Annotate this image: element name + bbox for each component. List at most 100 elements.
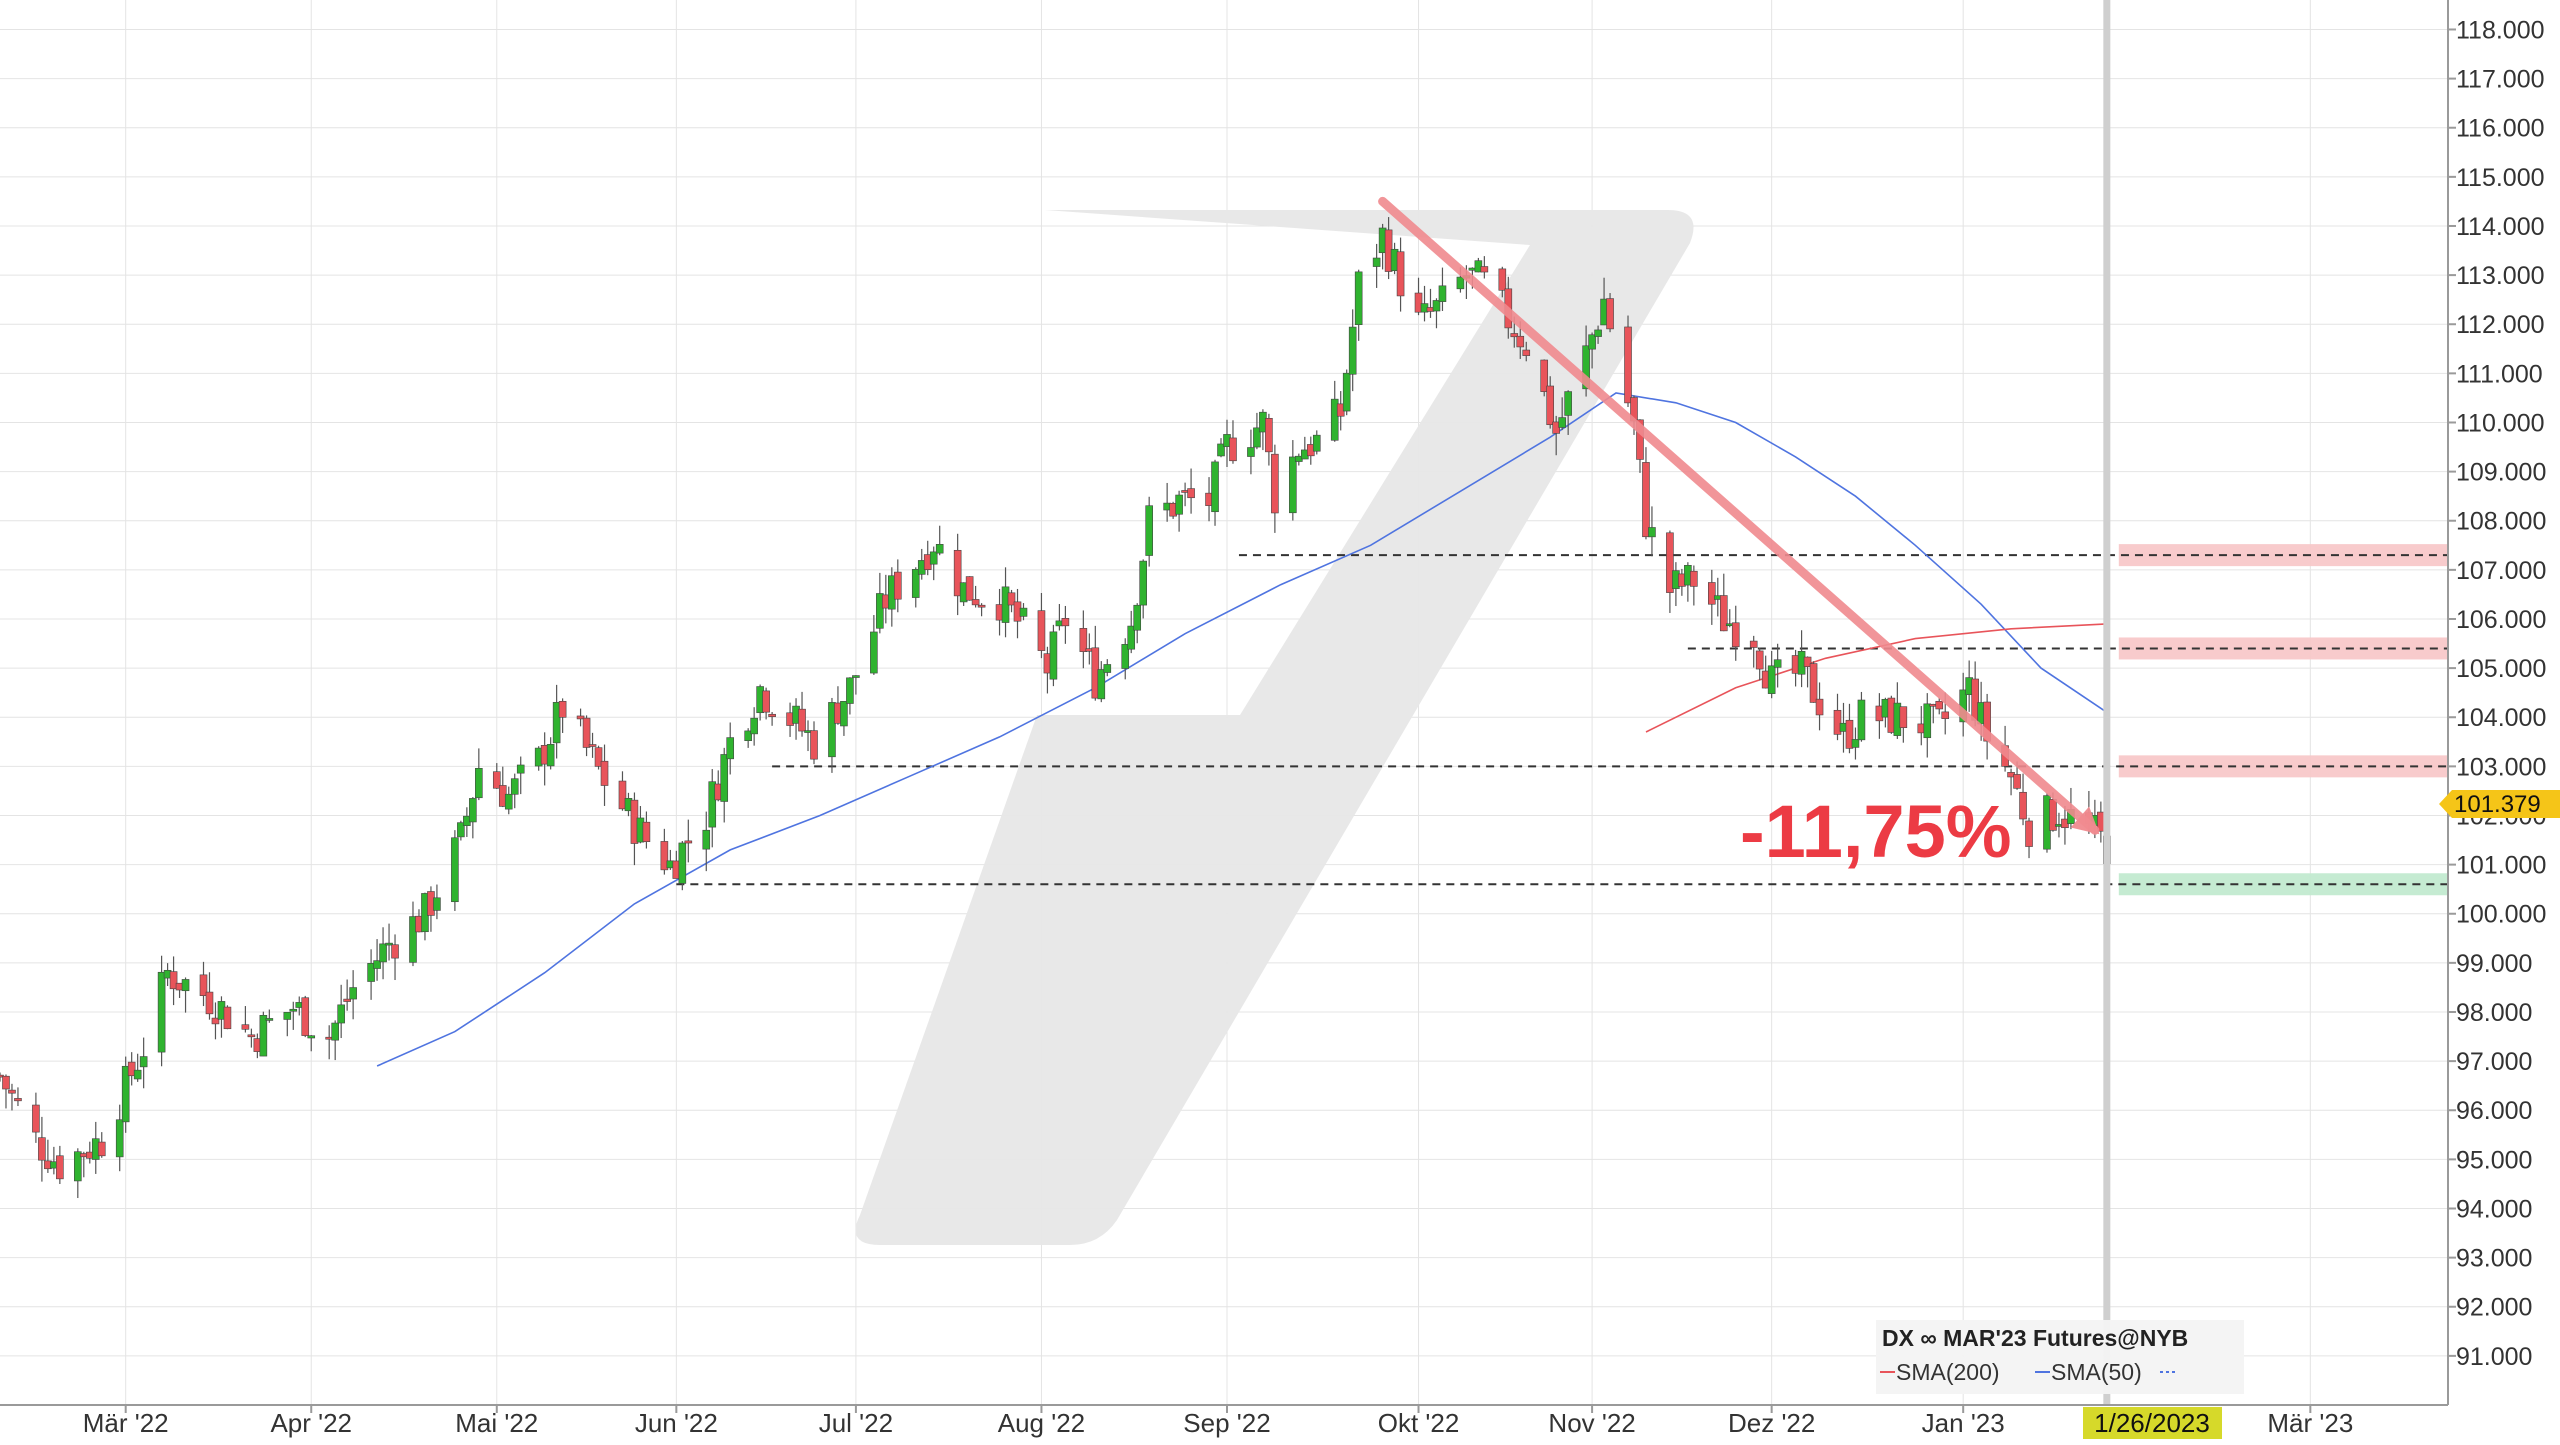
- candle-down: [127, 1061, 136, 1077]
- candle-up: [1127, 625, 1136, 650]
- candle-up: [1372, 257, 1381, 267]
- y-tick-label: 98.000: [2456, 999, 2532, 1027]
- candle-down: [199, 974, 208, 996]
- candle-down: [798, 708, 806, 732]
- y-tick-label: 95.000: [2456, 1146, 2532, 1174]
- candle-up: [702, 829, 711, 850]
- candle-up: [475, 767, 483, 799]
- y-tick-label: 100.000: [2456, 901, 2546, 929]
- candle-up: [1594, 329, 1602, 337]
- y-tick-label: 109.000: [2456, 459, 2546, 487]
- candle-down: [642, 821, 651, 842]
- x-axis-ticks: Mär '22 Apr '22 Mai '22 Jun '22 Jul '22 Aug '…: [83, 1405, 2353, 1438]
- candle-up: [385, 942, 393, 946]
- y-tick-label: 99.000: [2456, 950, 2532, 978]
- candle-down: [965, 576, 974, 601]
- candle-down: [205, 991, 214, 1015]
- candle-down: [8, 1089, 16, 1094]
- candle-up: [1342, 372, 1351, 412]
- sma200-line: [1645, 623, 2107, 733]
- candle-up: [852, 675, 860, 678]
- candle-down: [1061, 618, 1070, 627]
- candle-up: [1312, 434, 1321, 452]
- candle-down: [1666, 532, 1674, 593]
- y-tick-label: 114.000: [2456, 213, 2545, 241]
- candle-down: [1755, 650, 1764, 670]
- candle-down: [1803, 656, 1812, 667]
- candles: [0, 217, 2111, 1199]
- candle-down: [2025, 820, 2033, 847]
- candle-down: [2, 1075, 10, 1090]
- y-tick-label: 106.000: [2456, 606, 2546, 634]
- watermark-logo: [855, 210, 1694, 1245]
- candle-down: [762, 690, 770, 713]
- candle-up: [139, 1056, 148, 1068]
- y-tick-label: 112.000: [2456, 311, 2545, 339]
- y-tick-label: 105.000: [2456, 655, 2546, 683]
- candle-down: [169, 971, 178, 990]
- candle-down: [1845, 719, 1854, 749]
- candle-down: [241, 1024, 250, 1030]
- candle-up: [504, 793, 513, 810]
- y-tick-label: 107.000: [2456, 557, 2546, 585]
- candle-up: [433, 897, 441, 911]
- sma50-line: [376, 392, 2108, 1067]
- candle-up: [259, 1014, 268, 1057]
- y-tick-label: 101.000: [2456, 852, 2546, 880]
- candle-down: [1007, 592, 1016, 606]
- candle-down: [660, 841, 669, 871]
- candle-down: [810, 730, 818, 760]
- trend-arrow-shaft: [1378, 196, 2100, 835]
- date-tag-label: 1/26/2023: [2094, 1408, 2210, 1438]
- y-tick-label: 118.000: [2456, 16, 2545, 44]
- candle-down: [558, 700, 567, 718]
- candle-down: [301, 997, 310, 1036]
- candle-up: [678, 842, 687, 884]
- candle-down: [1809, 663, 1818, 703]
- price-tag: 101.379: [2439, 790, 2560, 818]
- candle-down: [1606, 298, 1614, 330]
- candle-down: [1833, 709, 1842, 735]
- x-tick-label: Aug '22: [998, 1408, 1085, 1438]
- candle-down: [576, 715, 585, 720]
- y-tick-label: 113.000: [2456, 262, 2545, 290]
- candle-up: [337, 1004, 345, 1024]
- candle-up: [1211, 461, 1219, 513]
- candle-up: [750, 717, 758, 735]
- y-tick-label: 93.000: [2456, 1245, 2532, 1273]
- candle-down: [1899, 706, 1908, 728]
- y-tick-label: 111.000: [2456, 360, 2543, 388]
- candle-down: [2019, 791, 2027, 820]
- candle-up: [457, 822, 465, 838]
- trend-arrow: [1378, 196, 2100, 835]
- candle-up: [1121, 644, 1130, 669]
- candle-down: [1749, 640, 1758, 648]
- candle-up: [115, 1119, 124, 1158]
- candle-down: [594, 747, 603, 767]
- candle-down: [1690, 570, 1698, 587]
- candle-up: [1438, 285, 1447, 302]
- sma50-legend-label: SMA(50): [2051, 1359, 2142, 1385]
- candle-up: [846, 677, 854, 704]
- candle-down: [977, 604, 986, 608]
- candle-up: [1049, 631, 1058, 680]
- candle-up: [726, 737, 735, 760]
- candle-up: [283, 1011, 292, 1020]
- candle-up: [469, 798, 477, 823]
- candle-up: [265, 1018, 274, 1021]
- y-tick-label: 115.000: [2456, 164, 2545, 192]
- candle-up: [708, 781, 717, 828]
- candle-up: [1354, 271, 1363, 326]
- candle-down: [1642, 462, 1650, 538]
- candle-down: [391, 944, 399, 959]
- trend-arrow-head: [2070, 806, 2100, 835]
- resistance-zone: [2118, 755, 2448, 778]
- candle-up: [1558, 417, 1566, 428]
- candle-down: [953, 549, 962, 597]
- y-tick-label: 92.000: [2456, 1294, 2532, 1322]
- candle-up: [1456, 276, 1465, 290]
- candle-up: [1851, 739, 1860, 748]
- candle-up: [307, 1035, 316, 1039]
